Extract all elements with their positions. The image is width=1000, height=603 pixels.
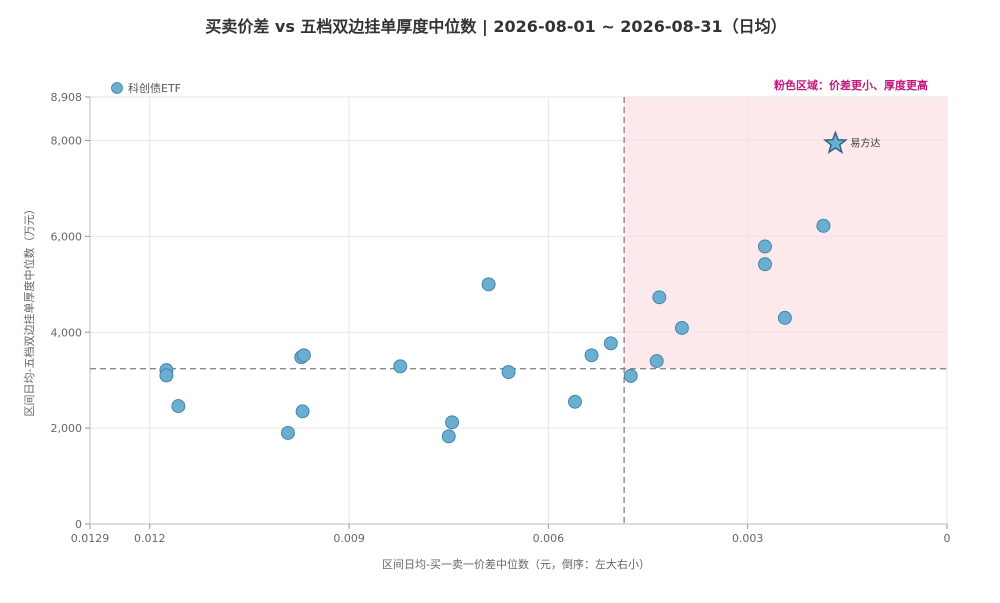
data-point[interactable] [584,348,599,363]
x-tick-label: 0.006 [533,532,565,545]
legend-marker [111,82,123,94]
data-point[interactable] [281,425,295,440]
y-tick-label: 4,000 [51,326,83,339]
x-tick-label: 0.003 [732,532,764,545]
x-axis-ticks: 0.0129 0.012 0.009 0.006 0.003 0 [71,524,951,545]
data-point[interactable] [603,336,618,351]
data-point[interactable] [816,218,831,233]
data-point[interactable] [441,429,456,444]
y-axis-label: 区间日均-五档双边挂单厚度中位数（万元） [22,204,36,417]
star-marker[interactable] [823,130,848,154]
data-point[interactable] [445,415,460,430]
data-point[interactable] [393,359,408,374]
series-points [159,218,831,444]
data-point[interactable] [296,348,311,363]
data-point[interactable] [777,310,792,325]
data-point[interactable] [159,368,174,383]
x-tick-label: 0.009 [333,532,365,545]
region-annotation: 粉色区域：价差更小、厚度更高 [774,78,928,92]
x-tick-label: 0.012 [134,532,166,545]
data-point[interactable] [758,239,772,254]
data-point[interactable] [568,394,582,409]
legend-label: 科创债ETF [128,81,181,95]
data-point[interactable] [171,399,186,414]
x-tick-label: 0 [944,532,951,545]
data-point[interactable] [481,277,496,292]
data-point[interactable] [649,354,664,368]
data-point[interactable] [652,290,667,305]
legend[interactable]: 科创债ETF [111,81,182,95]
data-point[interactable] [623,368,638,383]
star-label: 易方达 [850,136,880,149]
y-axis-ticks: 0 2,000 4,000 6,000 8,000 8,908 [51,91,90,531]
highlight-region [624,97,947,369]
data-point[interactable] [295,404,310,419]
y-tick-label: 8,000 [51,135,83,148]
chart-title: 买卖价差 vs 五档双边挂单厚度中位数 | 2026-08-01 ~ 2026-… [205,17,786,37]
y-tick-label: 2,000 [51,422,83,435]
x-tick-label: 0.0129 [71,532,110,545]
data-point[interactable] [674,320,689,335]
data-point[interactable] [758,257,772,272]
data-point[interactable] [501,365,516,379]
y-tick-label: 8,908 [51,91,83,104]
y-tick-label: 6,000 [51,230,83,243]
y-tick-label: 0 [75,518,82,531]
x-axis-label: 区间日均-买一卖一价差中位数（元，倒序：左大右小） [382,557,650,571]
